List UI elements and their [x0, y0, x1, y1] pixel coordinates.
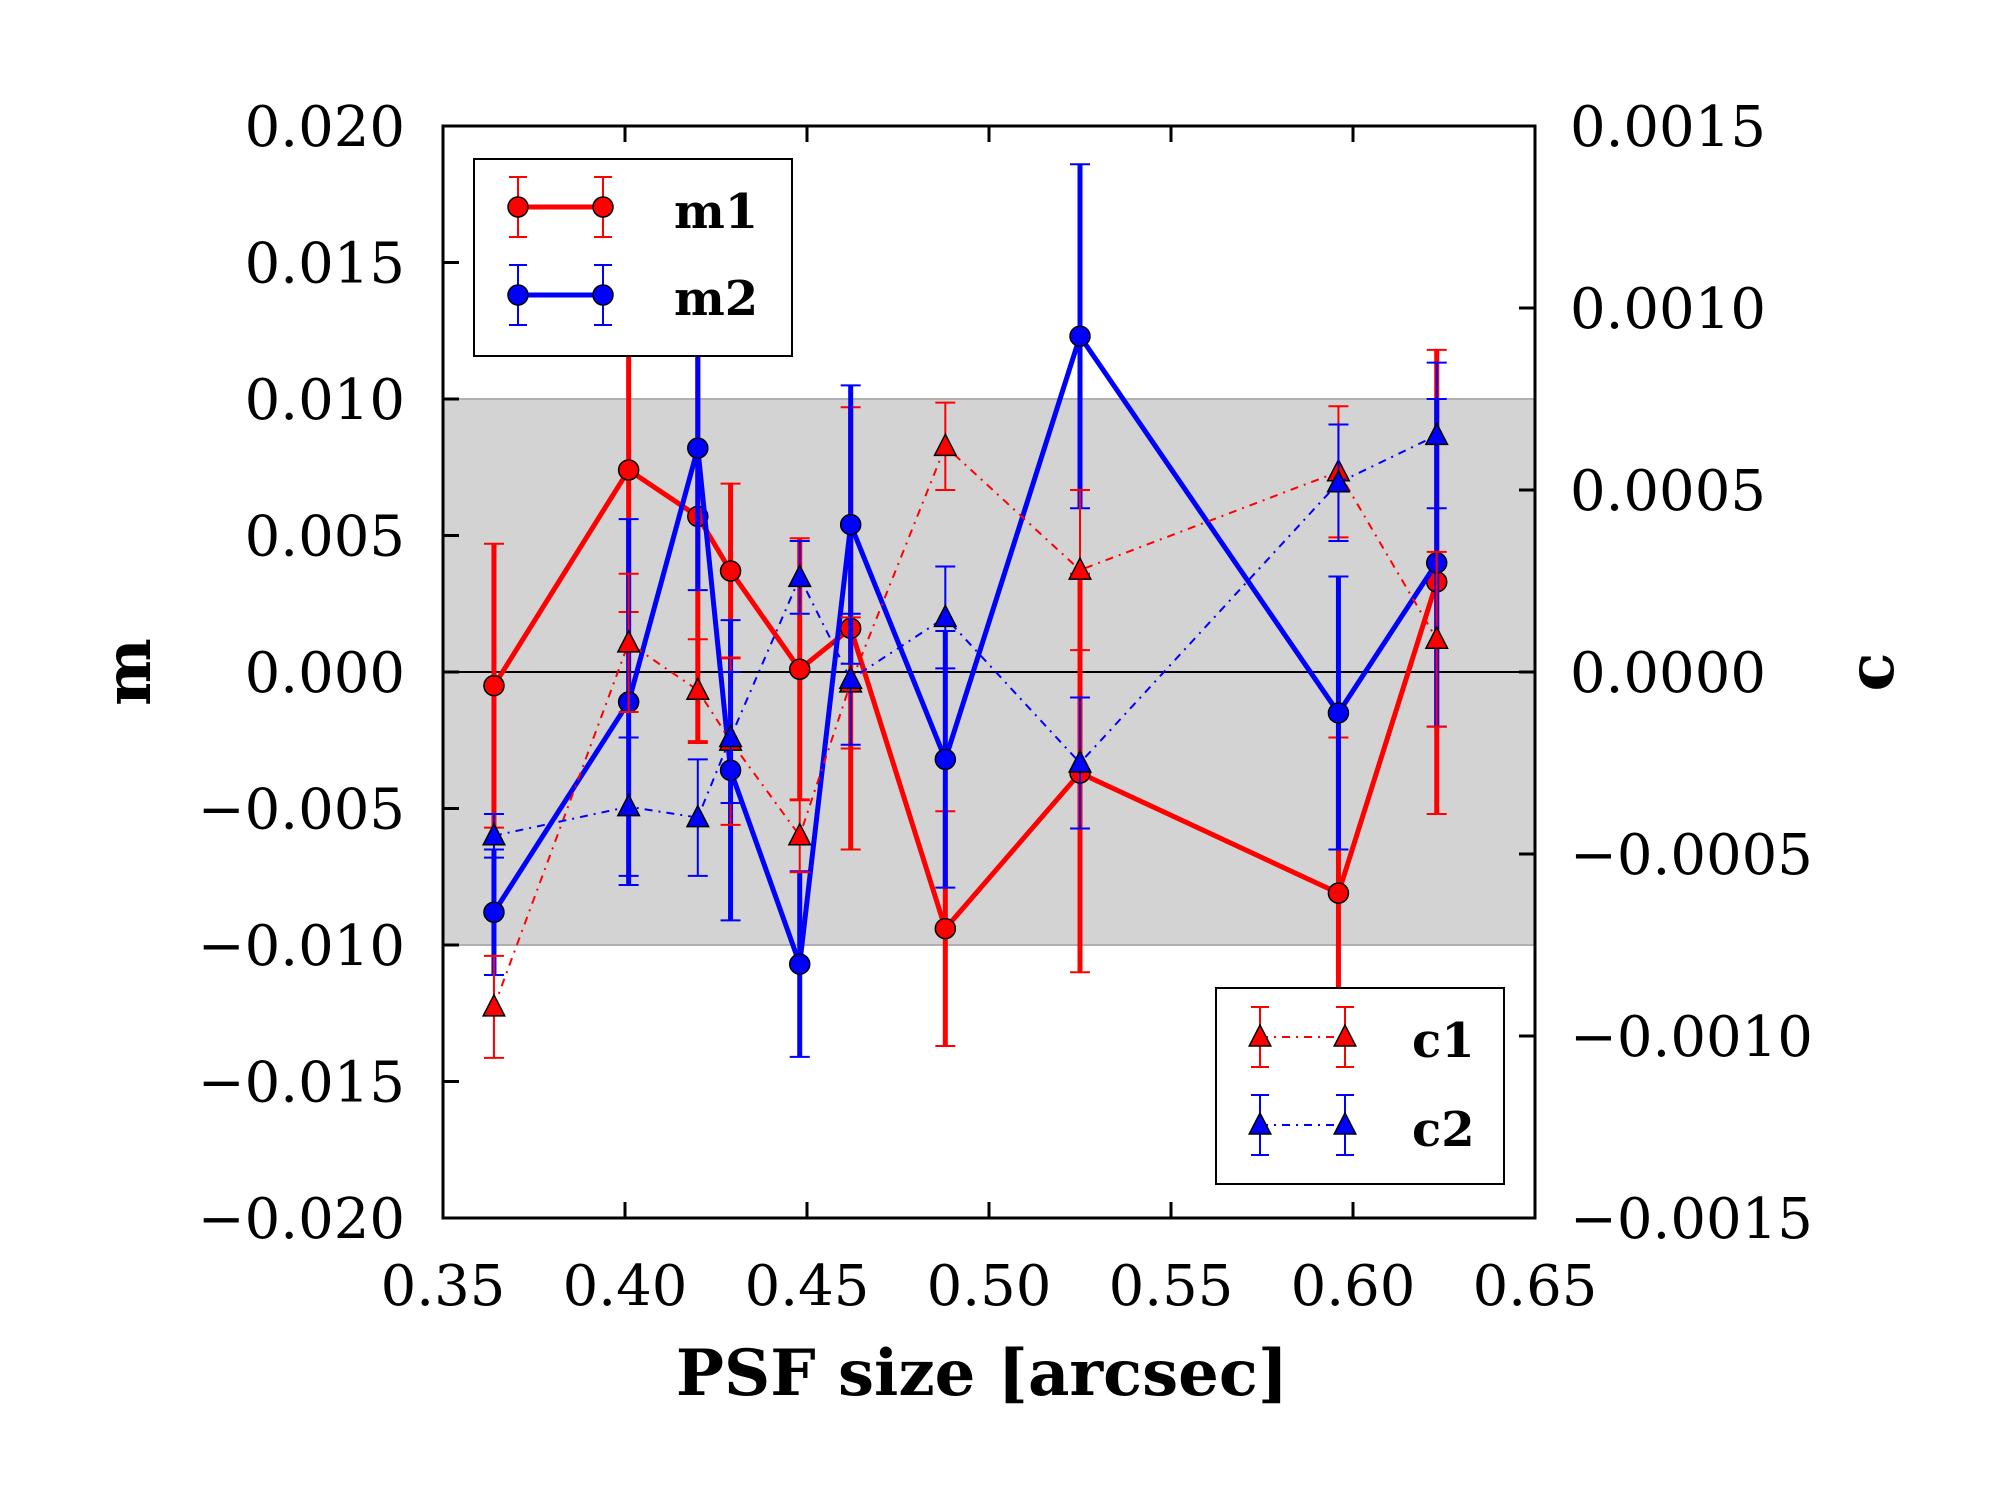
- marker-c2: [1424, 421, 1449, 446]
- y-left-tick-label: 0.015: [245, 232, 405, 297]
- legend-swatch-m1-marker: [507, 196, 529, 218]
- y-right-tick-label: −0.0010: [1570, 1005, 1813, 1070]
- legend-label-c1: c1: [1412, 1013, 1475, 1069]
- series-c2: [481, 361, 1449, 877]
- marker-m2: [788, 953, 811, 975]
- x-tick-label: 0.40: [563, 1254, 688, 1319]
- marker-c2: [718, 723, 743, 748]
- series-line-m2: [491, 330, 1439, 965]
- y-right-tick-label: −0.0005: [1570, 823, 1813, 888]
- series-layer: [481, 163, 1449, 1059]
- series-line-c2: [493, 434, 1438, 837]
- marker-m1: [617, 459, 640, 481]
- marker-c2: [1067, 749, 1093, 773]
- y-left-tick-label: −0.005: [198, 778, 405, 843]
- series-line-c1: [493, 444, 1438, 1008]
- marker-c2: [481, 822, 506, 846]
- legend-swatch-m2-marker: [592, 284, 614, 306]
- marker-m1: [483, 674, 505, 697]
- y-left-tick-label: 0.020: [245, 95, 405, 160]
- marker-m1: [1327, 882, 1350, 904]
- marker-c2: [685, 803, 710, 828]
- legend-swatch-c1-marker: [1332, 1023, 1358, 1047]
- legend-label-m1: m1: [674, 184, 758, 240]
- legend-lower-swatches: [1247, 1006, 1358, 1156]
- legend-swatch-c2: [1247, 1094, 1358, 1156]
- legend-swatch-c1: [1247, 1006, 1358, 1068]
- y-left-tick-label: 0.010: [245, 368, 405, 433]
- marker-c1: [481, 993, 506, 1017]
- marker-c1: [1067, 556, 1093, 580]
- x-tick-label: 0.45: [745, 1254, 870, 1319]
- legend-upper-box: [473, 158, 793, 357]
- y-left-tick-label: −0.015: [198, 1051, 405, 1116]
- y-right-tick-label: 0.0000: [1570, 641, 1766, 706]
- marker-m2: [1069, 325, 1091, 347]
- y-right-tick-label: −0.0015: [1570, 1187, 1813, 1252]
- marker-m2: [839, 513, 862, 536]
- marker-c2: [1326, 469, 1351, 493]
- marker-c1: [1424, 625, 1449, 649]
- marker-c1: [933, 432, 958, 457]
- marker-m2: [483, 901, 505, 923]
- marker-c1: [787, 822, 812, 846]
- marker-c1: [616, 629, 641, 653]
- y-axis-left-title: m: [91, 638, 166, 706]
- legend-label-c2: c2: [1412, 1102, 1475, 1158]
- y-left-tick-label: 0.005: [245, 505, 405, 570]
- y-right-tick-label: 0.0005: [1570, 459, 1766, 524]
- legend-lower-box: [1215, 987, 1505, 1185]
- marker-m2: [934, 748, 957, 771]
- legend-swatch-m1-marker: [592, 196, 614, 218]
- legend-swatch-m1: [507, 176, 614, 238]
- legend-swatch-c2-marker: [1332, 1111, 1358, 1135]
- marker-m1: [719, 560, 742, 582]
- x-tick-label: 0.50: [927, 1254, 1052, 1319]
- y-left-tick-label: −0.010: [198, 914, 405, 979]
- marker-m1: [788, 658, 811, 681]
- marker-c2: [616, 793, 641, 817]
- x-tick-label: 0.65: [1473, 1254, 1598, 1319]
- marker-c1: [685, 676, 710, 700]
- legend-lower: c1 c2: [1215, 987, 1505, 1185]
- legend-upper: m1 m2: [473, 158, 793, 357]
- legend-swatch-c1-marker: [1247, 1023, 1273, 1047]
- x-tick-label: 0.55: [1109, 1254, 1234, 1319]
- y-axis-right-title: c: [1834, 653, 1909, 692]
- marker-m1: [934, 917, 957, 940]
- series-line-m1: [491, 466, 1440, 934]
- y-left-tick-label: 0.000: [245, 641, 405, 706]
- legend-swatch-c2-marker: [1247, 1111, 1273, 1135]
- legend-swatch-m2-marker: [507, 284, 529, 306]
- marker-m2: [687, 437, 709, 459]
- marker-c2: [787, 563, 812, 588]
- x-tick-label: 0.35: [381, 1254, 506, 1319]
- y-left-tick-label: −0.020: [198, 1187, 405, 1252]
- x-axis-title: PSF size [arcsec]: [676, 1336, 1288, 1411]
- marker-c2: [838, 665, 863, 690]
- y-right-tick-label: 0.0010: [1570, 277, 1766, 342]
- series-c1: [481, 401, 1449, 1059]
- x-tick-label: 0.60: [1291, 1254, 1416, 1319]
- legend-upper-swatches: [507, 176, 614, 326]
- legend-swatch-m2: [507, 264, 614, 326]
- y-right-tick-label: 0.0015: [1570, 95, 1766, 160]
- marker-c2: [933, 603, 958, 628]
- legend-label-m2: m2: [674, 271, 758, 327]
- tick-layer: 0.35 0.40 0.45 0.50 0.55 0.60 0.65 0.020 0.015 0.…: [198, 95, 1813, 1319]
- marker-m2: [1327, 702, 1350, 724]
